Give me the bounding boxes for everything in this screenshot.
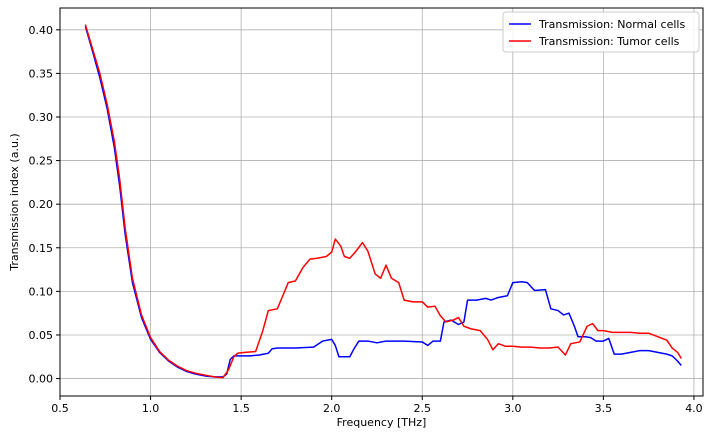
y-tick-label: 0.15: [29, 242, 54, 255]
y-tick-label: 0.40: [29, 24, 54, 37]
legend-box: [502, 11, 700, 53]
plot-frame: [59, 7, 704, 397]
x-tick-label: 1.0: [142, 402, 160, 415]
y-tick-label: 0.00: [29, 373, 54, 386]
y-tick-label: 0.30: [29, 111, 54, 124]
grid: [59, 8, 703, 396]
legend-label: Transmission: Normal cells: [538, 18, 685, 31]
x-tick-label: 2.0: [323, 402, 341, 415]
x-tick-label: 1.5: [232, 402, 250, 415]
y-tick-label: 0.25: [29, 155, 54, 168]
x-axis-label: Frequency [THz]: [337, 416, 427, 429]
series-line-1: [84, 26, 682, 378]
series-layer: [84, 24, 682, 379]
series-line-2: [84, 24, 682, 379]
legend-label: Transmission: Tumor cells: [538, 35, 680, 48]
x-tick-label: 3.5: [595, 402, 613, 415]
legend: Transmission: Normal cells Transmission: …: [502, 11, 700, 53]
x-tick-label: 4.0: [685, 402, 703, 415]
y-tick-label: 0.35: [29, 67, 54, 80]
y-tick-label: 0.10: [29, 285, 54, 298]
x-tick-label: 0.5: [51, 402, 69, 415]
x-tick-label: 2.5: [414, 402, 432, 415]
y-tick-label: 0.05: [29, 329, 54, 342]
y-tick-label: 0.20: [29, 198, 54, 211]
x-tick-label: 3.0: [504, 402, 522, 415]
y-axis-ticks: 0.00 0.05 0.10 0.15 0.20 0.25 0.30 0.35 0.40: [29, 24, 60, 386]
x-axis-ticks: 0.5 1.0 1.5 2.0 2.5 3.0 3.5 4.0: [51, 396, 703, 415]
y-axis-label: Transmission index (a.u.): [8, 133, 21, 271]
